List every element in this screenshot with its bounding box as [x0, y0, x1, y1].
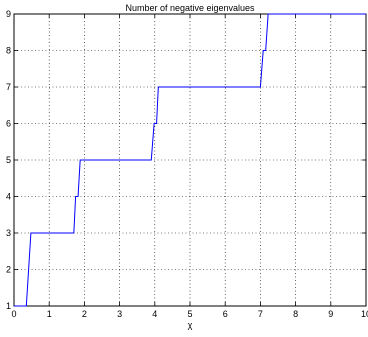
y-axis-tick-labels: 1 2 3 4 5 6 7 8 9 — [6, 9, 11, 311]
x-tick-label: 6 — [223, 309, 228, 319]
y-tick-label: 9 — [6, 9, 11, 19]
chart-title: Number of negative eigenvalues — [125, 3, 255, 13]
x-tick-label: 0 — [11, 309, 16, 319]
x-axis-tick-labels: 0 1 2 3 4 5 6 7 8 9 10 — [11, 309, 368, 319]
y-tick-label: 5 — [6, 155, 11, 165]
axis-ticks — [13, 13, 367, 307]
x-tick-label: 9 — [328, 309, 333, 319]
x-tick-label: 3 — [117, 309, 122, 319]
x-axis-title: χ — [188, 320, 193, 330]
x-tick-label: 4 — [152, 309, 157, 319]
y-tick-label: 1 — [6, 301, 11, 311]
x-tick-label: 2 — [82, 309, 87, 319]
series-line-1 — [14, 13, 366, 307]
y-tick-label: 7 — [6, 82, 11, 92]
x-tick-label: 7 — [258, 309, 263, 319]
x-tick-label: 5 — [187, 309, 192, 319]
y-tick-label: 6 — [6, 119, 11, 129]
x-tick-label: 1 — [47, 309, 52, 319]
y-tick-label: 8 — [6, 46, 11, 56]
x-tick-label: 8 — [293, 309, 298, 319]
grid — [14, 14, 366, 306]
series-layer — [14, 13, 366, 307]
y-tick-label: 3 — [6, 228, 11, 238]
y-tick-label: 2 — [6, 265, 11, 275]
y-tick-label: 4 — [6, 192, 11, 202]
x-tick-label: 10 — [361, 309, 368, 319]
